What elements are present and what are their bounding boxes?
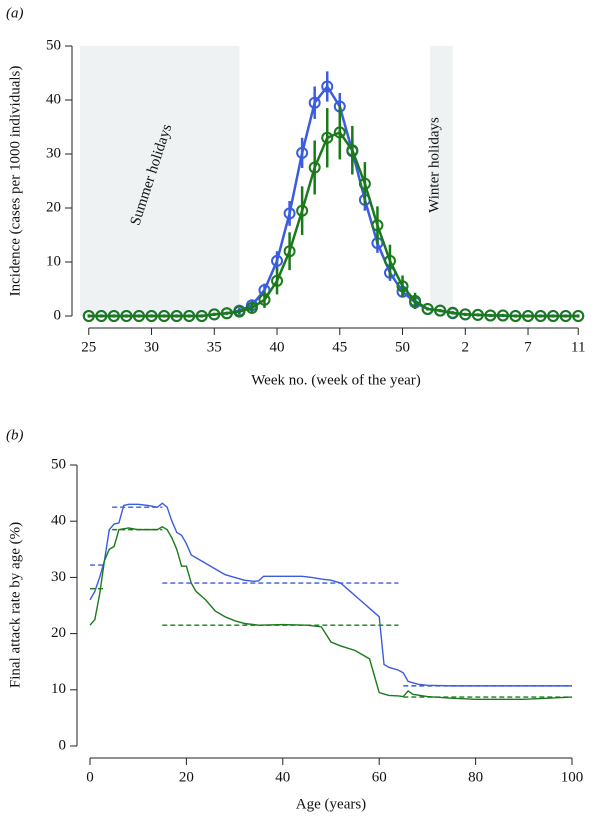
marker [446, 306, 459, 319]
x-axis-label: Age (years) [296, 796, 366, 812]
marker [158, 310, 171, 322]
mean-line [90, 528, 572, 698]
x-tick-label: 11 [571, 339, 585, 355]
panel-label: (b) [6, 427, 24, 443]
marker [434, 304, 447, 317]
marker [547, 310, 560, 322]
marker [471, 308, 484, 321]
marker [271, 274, 284, 287]
y-tick-label: 20 [51, 625, 66, 641]
x-tick-label: 45 [332, 339, 347, 355]
marker [421, 302, 434, 315]
marker [396, 280, 409, 293]
marker [208, 308, 221, 321]
y-axis-label: Incidence (cases per 1000 individuals) [7, 66, 23, 297]
marker [183, 310, 196, 322]
x-tick-label: 40 [270, 339, 285, 355]
marker [245, 301, 258, 314]
marker [271, 254, 284, 267]
y-tick-label: 50 [46, 37, 61, 53]
marker [484, 309, 497, 322]
x-tick-label: 2 [462, 339, 470, 355]
marker [308, 96, 321, 109]
marker [107, 310, 120, 322]
marker [145, 310, 158, 322]
shaded-region [430, 46, 453, 316]
marker [120, 310, 133, 322]
marker [522, 310, 535, 322]
x-tick-label: 35 [207, 339, 222, 355]
x-tick-label: 25 [81, 339, 96, 355]
marker [409, 294, 422, 307]
x-tick-label: 50 [395, 339, 410, 355]
marker [296, 204, 309, 217]
y-tick-label: 10 [46, 253, 61, 269]
marker [195, 310, 208, 322]
marker [170, 310, 183, 322]
y-tick-label: 30 [46, 145, 61, 161]
x-tick-label: 0 [86, 769, 94, 785]
marker [132, 310, 145, 322]
marker [371, 219, 384, 232]
x-axis-label: Week no. (week of the year) [251, 372, 421, 388]
x-tick-label: 20 [179, 769, 194, 785]
marker [296, 146, 309, 159]
y-tick-label: 0 [59, 737, 67, 753]
marker [95, 310, 108, 322]
marker [509, 310, 522, 322]
marker [220, 307, 233, 320]
marker [383, 254, 396, 267]
marker [283, 245, 296, 258]
y-tick-label: 10 [51, 681, 66, 697]
marker [559, 310, 572, 322]
x-tick-label: 80 [468, 769, 483, 785]
x-tick-label: 100 [561, 769, 584, 785]
marker [496, 309, 509, 322]
marker [283, 207, 296, 220]
marker [459, 308, 472, 321]
marker [346, 144, 359, 157]
marker [358, 177, 371, 190]
marker [258, 293, 271, 306]
y-axis-label: Final attack rate by age (%) [7, 522, 23, 688]
y-tick-label: 0 [54, 307, 62, 323]
series-line [89, 526, 573, 701]
x-tick-label: 7 [524, 339, 532, 355]
y-tick-label: 40 [51, 513, 66, 529]
marker [321, 131, 334, 144]
region-label: Winter holidays [426, 117, 442, 213]
marker [321, 80, 334, 93]
x-tick-label: 30 [144, 339, 159, 355]
y-tick-label: 20 [46, 199, 61, 215]
x-tick-label: 40 [275, 769, 290, 785]
series-line [89, 502, 572, 687]
mean-line [90, 506, 572, 687]
marker [308, 161, 321, 174]
y-tick-label: 50 [51, 456, 66, 472]
series-line [88, 130, 579, 318]
marker [233, 305, 246, 318]
marker [572, 310, 585, 322]
panel-label: (a) [6, 5, 24, 21]
y-tick-label: 40 [46, 91, 61, 107]
marker [333, 126, 346, 139]
shaded-region [80, 46, 240, 316]
y-tick-label: 30 [51, 569, 66, 585]
marker [534, 310, 547, 322]
marker [82, 310, 95, 322]
x-tick-label: 60 [372, 769, 387, 785]
